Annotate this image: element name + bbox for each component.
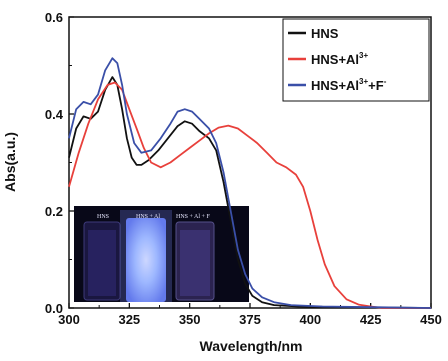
vial-hns-al-f-liquid bbox=[180, 230, 210, 296]
inset-label-hns-al: HNS + Al bbox=[136, 214, 160, 220]
legend-label-1: HNS+Al3+ bbox=[311, 51, 368, 67]
y-tick-label: 0.2 bbox=[45, 204, 63, 219]
inset-photo: HNS HNS + Al HNS + Al + F bbox=[74, 206, 249, 302]
legend-box bbox=[282, 18, 430, 102]
y-tick-label: 0.4 bbox=[45, 107, 64, 122]
x-axis-title: Wavelength/nm bbox=[200, 338, 303, 354]
legend: HNS HNS+Al3+ HNS+Al3++F- bbox=[282, 18, 430, 102]
inset-label-hns-al-f: HNS + Al + F bbox=[176, 214, 210, 220]
x-tick-label: 350 bbox=[179, 312, 201, 327]
series-lines bbox=[68, 57, 432, 309]
legend-label-0: HNS bbox=[311, 26, 339, 41]
y-tick-label: 0.0 bbox=[45, 301, 63, 316]
x-tick-label: 325 bbox=[118, 312, 140, 327]
vial-hns-liquid bbox=[88, 230, 116, 296]
y-axis-title: Abs(a.u.) bbox=[2, 132, 18, 192]
x-tick-label: 450 bbox=[420, 312, 442, 327]
vial-hns-al-glowing bbox=[126, 218, 166, 302]
x-tick-label: 375 bbox=[239, 312, 261, 327]
x-tick-label: 400 bbox=[299, 312, 321, 327]
series-line-1 bbox=[68, 81, 431, 309]
x-tick-label: 425 bbox=[360, 312, 382, 327]
x-axis-ticks: 300 325 350 375 400 425 450 bbox=[58, 303, 442, 327]
y-tick-label: 0.6 bbox=[45, 10, 63, 25]
legend-label-2: HNS+Al3++F- bbox=[311, 77, 387, 93]
y-axis-ticks: 0.0 0.2 0.4 0.6 bbox=[45, 10, 74, 316]
inset-label-hns: HNS bbox=[97, 214, 109, 220]
vial-glow-halo bbox=[120, 210, 172, 302]
series-line-2 bbox=[68, 57, 432, 309]
x-tick-label: 300 bbox=[58, 312, 80, 327]
